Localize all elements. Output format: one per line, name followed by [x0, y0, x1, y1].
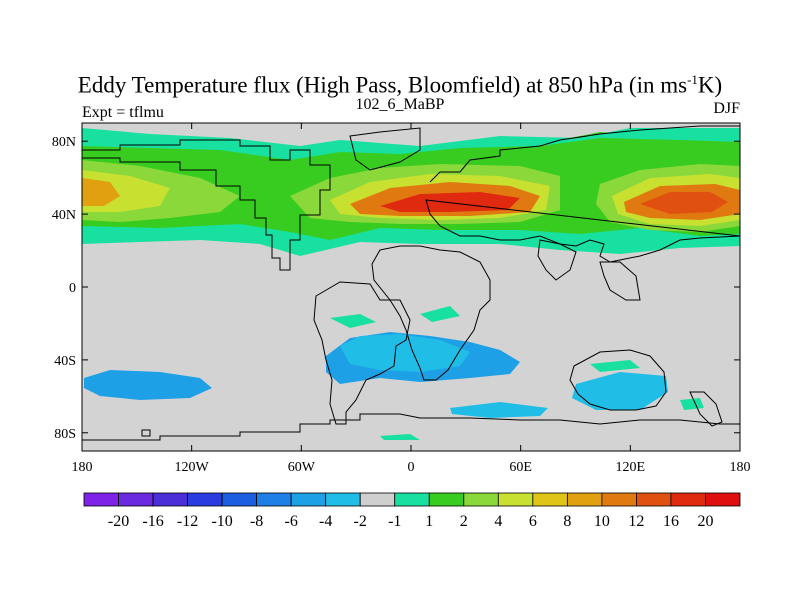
- lon-tick-label: 120W: [175, 460, 210, 475]
- colorbar-swatch: [394, 492, 430, 507]
- lat-tick-label: 0: [69, 281, 76, 296]
- africa-outline: [371, 245, 491, 381]
- north-america-outline: [82, 139, 331, 271]
- colorbar-label: 2: [460, 513, 468, 530]
- colorbar-label: -10: [211, 513, 232, 530]
- sh-teal-patch-5: [680, 398, 704, 410]
- colorbar-swatch: [118, 492, 154, 507]
- colorbar-label: -4: [319, 513, 332, 530]
- pacific-orange-core: [82, 178, 120, 206]
- colorbar-swatch: [325, 492, 361, 507]
- sh-teal-patch-4: [590, 360, 640, 372]
- colorbar-label: 8: [563, 513, 571, 530]
- sh-teal-patch-2: [420, 306, 460, 322]
- nh-teal-lower: [82, 224, 740, 256]
- colorbar-swatch: [83, 492, 119, 507]
- colorbar-label: -8: [250, 513, 263, 530]
- colorbar-label: -6: [284, 513, 297, 530]
- southeast-asia-outline: [599, 261, 641, 301]
- colorbar-swatch: [463, 492, 499, 507]
- lat-tick-label: 40S: [54, 354, 76, 369]
- colorbar-swatch: [705, 492, 741, 507]
- colorbar-label: 12: [628, 513, 644, 530]
- season-label: DJF: [713, 100, 740, 117]
- greenland-outline: [349, 127, 421, 171]
- asia-red-core: [640, 192, 728, 214]
- longitude-axis: 180 120W 60W 0 60E 120E 180: [72, 123, 751, 475]
- latitude-axis: 80N 40N 0 40S 80S: [52, 135, 740, 442]
- colorbar-label: 1: [425, 513, 433, 530]
- sh-indian-cyan-edge: [572, 372, 668, 410]
- colorbar-label: 6: [529, 513, 537, 530]
- experiment-label: Expt = tflmu: [82, 104, 164, 121]
- lon-tick-label: 60E: [509, 460, 532, 475]
- eurasia-outline: [425, 125, 741, 263]
- colorbar-swatch: [290, 492, 327, 507]
- colorbar-swatch: [636, 492, 672, 507]
- colorbar-label: 10: [594, 513, 610, 530]
- lon-tick-label: 180: [730, 460, 751, 475]
- colorbar-label: -1: [388, 513, 401, 530]
- sh-southern-cyan-streak: [450, 402, 548, 418]
- colorbar-swatch: [221, 492, 258, 507]
- small-island-box: [141, 429, 151, 437]
- sh-teal-patch-3: [380, 434, 420, 440]
- south-america-outline: [313, 281, 411, 425]
- colorbar-label: -20: [108, 513, 129, 530]
- lat-tick-label: 40N: [52, 208, 76, 223]
- colorbar-swatch: [670, 492, 706, 507]
- lat-tick-label: 80N: [52, 135, 76, 150]
- india-outline: [537, 239, 577, 281]
- lon-tick-label: 60W: [288, 460, 316, 475]
- colorbar-swatch: [359, 492, 396, 507]
- lon-tick-label: 0: [408, 460, 415, 475]
- colorbar: -20 -16 -12 -10 -8 -6 -4 -2 -1 1 2 4 6 8 10 12 16 20: [83, 492, 741, 530]
- antarctica-outline: [82, 413, 740, 441]
- colorbar-swatch: [152, 492, 188, 507]
- lat-tick-label: 80S: [54, 427, 76, 442]
- flux-shading: [82, 128, 740, 440]
- sh-pacific-blue-patch: [84, 370, 212, 400]
- map-subtitle: 102_6_MaBP: [355, 96, 445, 113]
- colorbar-swatch: [566, 492, 603, 507]
- colorbar-swatch: [601, 492, 637, 507]
- colorbar-swatch: [187, 492, 223, 507]
- title-end: K): [697, 72, 723, 98]
- sh-teal-patch-1: [330, 314, 376, 328]
- title-superscript: -1: [687, 72, 698, 87]
- nh-teal-fringe: [82, 128, 740, 160]
- coastline-outlines: [82, 125, 741, 441]
- colorbar-label: -12: [177, 513, 198, 530]
- colorbar-label: 20: [697, 513, 713, 530]
- australia-outline: [569, 349, 667, 411]
- colorbar-swatch: [497, 492, 534, 507]
- colorbar-swatch: [532, 492, 568, 507]
- lon-tick-label: 120E: [616, 460, 646, 475]
- colorbar-swatch: [428, 492, 465, 507]
- colorbar-label: 16: [663, 513, 679, 530]
- new-zealand-outline: [689, 391, 723, 427]
- colorbar-label: 4: [494, 513, 502, 530]
- map-title: Eddy Temperature flux (High Pass, Bloomf…: [0, 66, 800, 100]
- colorbar-label: -16: [142, 513, 163, 530]
- colorbar-swatch: [256, 492, 292, 507]
- lon-tick-label: 180: [72, 460, 93, 475]
- sh-atlantic-cyan-edge: [340, 334, 470, 372]
- colorbar-label: -2: [354, 513, 367, 530]
- title-main: Eddy Temperature flux (High Pass, Bloomf…: [77, 72, 688, 98]
